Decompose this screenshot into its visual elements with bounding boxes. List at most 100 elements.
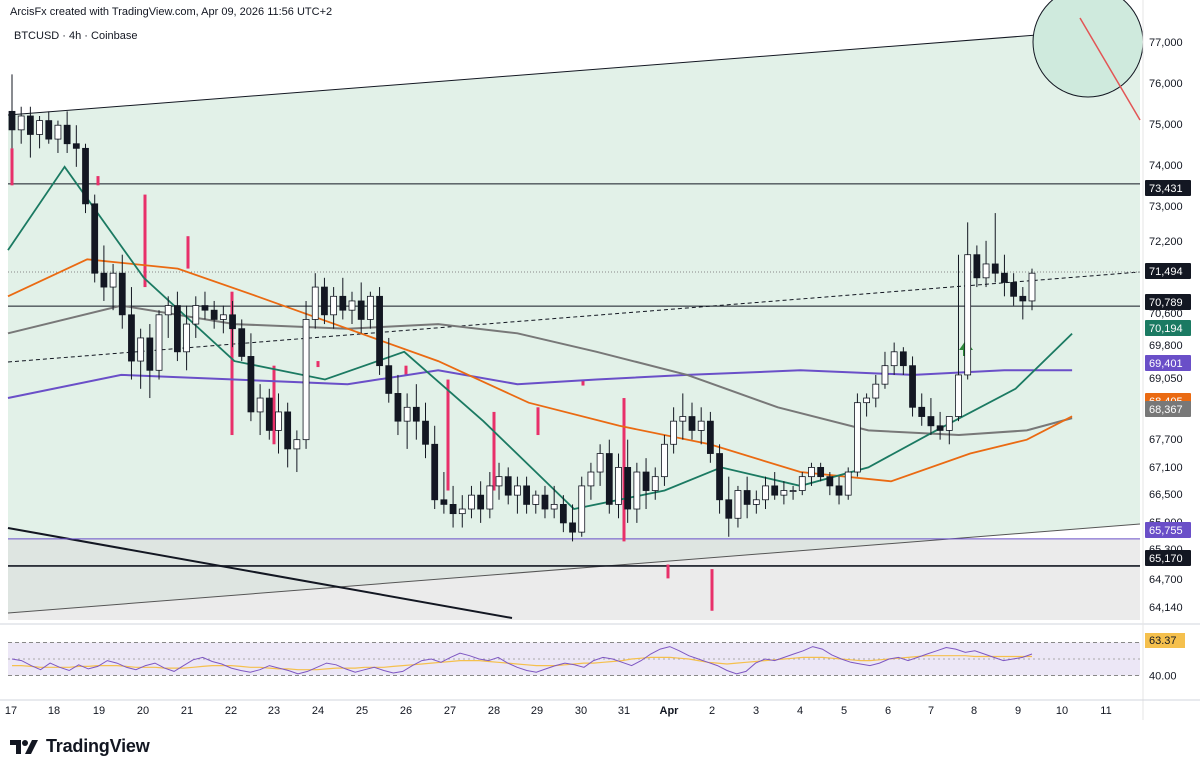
candle xyxy=(284,402,292,468)
candle-body-up xyxy=(789,490,797,492)
price-label-badge: 71,494 xyxy=(1145,263,1191,279)
rsi-lower-label: 40.00 xyxy=(1149,671,1177,683)
signal-marker xyxy=(536,407,540,436)
price-tick: 67,100 xyxy=(1149,462,1183,474)
candle-body-down xyxy=(321,286,328,316)
candle-body-down xyxy=(174,305,181,353)
candle xyxy=(376,287,383,375)
candle-body-up xyxy=(550,503,558,510)
candle-body-up xyxy=(798,476,806,491)
price-axis[interactable]: 77,000 76,000 75,000 74,000 73,000 72,200 70,6… xyxy=(1142,0,1191,720)
candle xyxy=(311,273,319,329)
candle-body-up xyxy=(54,124,62,140)
candle xyxy=(679,393,687,440)
candle xyxy=(725,476,733,537)
candle xyxy=(63,111,71,153)
candle-body-down xyxy=(422,420,429,445)
time-tick: 6 xyxy=(885,705,891,717)
rsi-value-text: 63.37 xyxy=(1149,635,1177,647)
candle-body-down xyxy=(146,337,154,371)
candle xyxy=(872,374,880,408)
candle-body-up xyxy=(945,416,953,431)
candle-body-down xyxy=(706,420,714,454)
time-tick: 27 xyxy=(444,705,456,717)
candle-body-up xyxy=(137,337,145,362)
signal-marker xyxy=(446,379,450,491)
candle xyxy=(192,296,200,338)
candle-body-up xyxy=(36,120,43,135)
price-tick: 74,000 xyxy=(1149,160,1183,172)
price-label-badge: 70,789 xyxy=(1145,294,1191,310)
candle xyxy=(973,245,981,288)
time-tick: 2 xyxy=(709,705,715,717)
candle xyxy=(265,388,273,440)
candle-body-up xyxy=(183,323,190,353)
time-tick: 23 xyxy=(268,705,280,717)
candle xyxy=(541,485,549,519)
candle-body-down xyxy=(899,351,907,367)
candle-body-up xyxy=(532,494,540,505)
candle xyxy=(403,393,411,449)
candle xyxy=(936,411,944,440)
time-axis[interactable]: 17 18 19 20 21 22 23 24 25 26 27 28 29 30 31 Apr 2 3 4 5 6 7 8… xyxy=(0,699,1200,717)
candle-body-down xyxy=(771,485,779,496)
candle-body-up xyxy=(596,453,604,473)
candle-body-up xyxy=(403,406,411,422)
symbol-label: BTCUSD · 4h · Coinbase xyxy=(14,30,138,42)
candle-body-down xyxy=(357,300,365,320)
candle xyxy=(458,495,466,528)
candle-body-up xyxy=(762,485,769,501)
candle xyxy=(495,462,503,500)
candle xyxy=(440,472,448,514)
ema-fast-line xyxy=(7,165,1073,510)
candle-body-down xyxy=(716,453,723,501)
signal-marker xyxy=(622,398,626,542)
price-tick: 70,600 xyxy=(1149,308,1183,320)
candle-body-down xyxy=(45,120,53,140)
candle xyxy=(229,300,236,348)
candle xyxy=(881,351,889,389)
candle xyxy=(164,296,172,338)
candle-body-up xyxy=(109,272,117,288)
candle xyxy=(468,485,475,519)
candle-body-down xyxy=(504,476,512,496)
candle-body-up xyxy=(293,439,301,450)
rsi-line xyxy=(11,646,1033,675)
rsi-ma-line xyxy=(12,655,1032,671)
candle-body-up xyxy=(302,319,310,441)
candle xyxy=(1019,287,1027,320)
candle-body-down xyxy=(569,522,576,533)
time-tick: 20 xyxy=(137,705,149,717)
time-tick: 9 xyxy=(1015,705,1021,717)
candle xyxy=(688,402,696,440)
candle xyxy=(109,263,117,311)
price-label-bg xyxy=(1145,294,1191,310)
candle-body-up xyxy=(587,471,595,487)
signal-marker xyxy=(272,365,276,445)
candle xyxy=(909,356,916,417)
candle-body-up xyxy=(854,402,861,473)
candle-body-down xyxy=(394,393,402,422)
candle-body-down xyxy=(265,397,273,431)
signal-marker xyxy=(581,379,585,386)
candle xyxy=(817,462,825,482)
candle xyxy=(899,347,907,375)
candle xyxy=(651,467,659,500)
candle-body-down xyxy=(431,443,439,501)
candle-body-down xyxy=(201,305,209,311)
tradingview-logo[interactable]: TradingView xyxy=(10,736,150,757)
candle xyxy=(661,435,668,486)
candle xyxy=(330,287,338,329)
price-tick: 69,050 xyxy=(1149,373,1183,385)
candle-body-down xyxy=(642,471,650,491)
price-label-bg xyxy=(1145,180,1191,196)
price-tick: 73,000 xyxy=(1149,201,1183,213)
candle xyxy=(238,319,246,362)
mid-dashed-line xyxy=(7,271,1141,363)
candle xyxy=(798,472,806,496)
candle-body-down xyxy=(82,147,89,205)
candle-body-up xyxy=(192,305,200,325)
candle xyxy=(1001,254,1008,297)
price-label-badge: 65,170 xyxy=(1145,550,1191,566)
